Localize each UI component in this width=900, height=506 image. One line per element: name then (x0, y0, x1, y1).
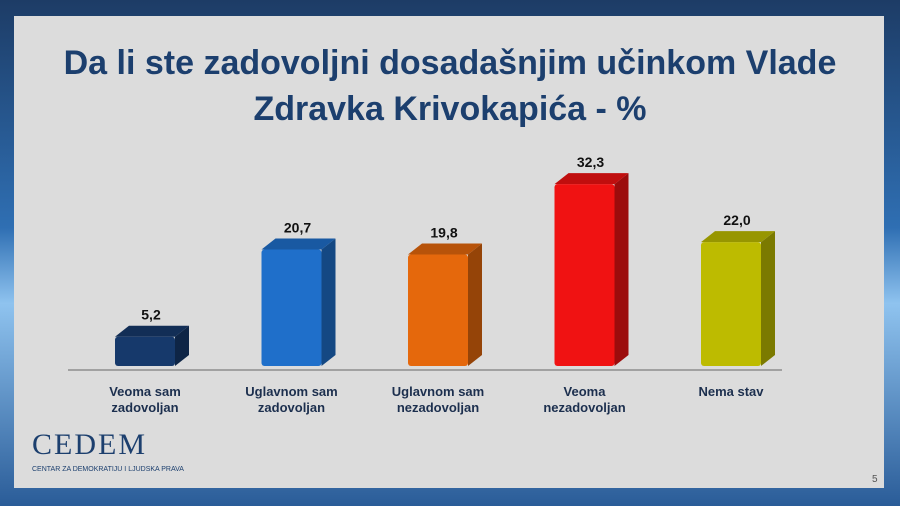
bar (115, 325, 189, 366)
category-label: Veoma sam zadovoljan (109, 384, 181, 415)
bar (408, 243, 482, 366)
bar (261, 238, 336, 366)
bar-top (115, 325, 189, 337)
value-label: 20,7 (284, 219, 311, 235)
bar-top (261, 238, 336, 250)
value-label: 22,0 (723, 212, 750, 228)
bar-front (554, 184, 615, 366)
bar (701, 231, 775, 366)
bar-side (614, 173, 629, 366)
bar-front (115, 336, 175, 366)
bar-top (701, 231, 775, 243)
bar-side (321, 238, 336, 366)
logo-subtitle: CENTAR ZA DEMOKRATIJU I LJUDSKA PRAVA (32, 466, 184, 473)
bar-side (761, 231, 775, 366)
bar-side (468, 243, 482, 366)
bar-front (701, 242, 761, 366)
value-label: 32,3 (577, 154, 604, 170)
category-label: Uglavnom sam nezadovoljan (391, 384, 485, 415)
category-label: Uglavnom sam zadovoljan (245, 384, 338, 415)
category-label: Nema stav (698, 384, 764, 399)
page-number: 5 (872, 474, 878, 485)
chart-title: Da li ste zadovoljni dosadašnjim učinkom… (63, 44, 837, 128)
bar (554, 173, 629, 366)
value-label: 19,8 (430, 225, 457, 241)
bar-front (408, 254, 468, 366)
bar-side (175, 325, 189, 366)
bar-top (554, 173, 629, 185)
bar-top (408, 243, 482, 255)
category-label: Veoma nezadovoljan (543, 384, 626, 415)
logo: CEDEM (32, 428, 147, 461)
bar-front (261, 249, 322, 366)
value-label: 5,2 (141, 307, 161, 323)
